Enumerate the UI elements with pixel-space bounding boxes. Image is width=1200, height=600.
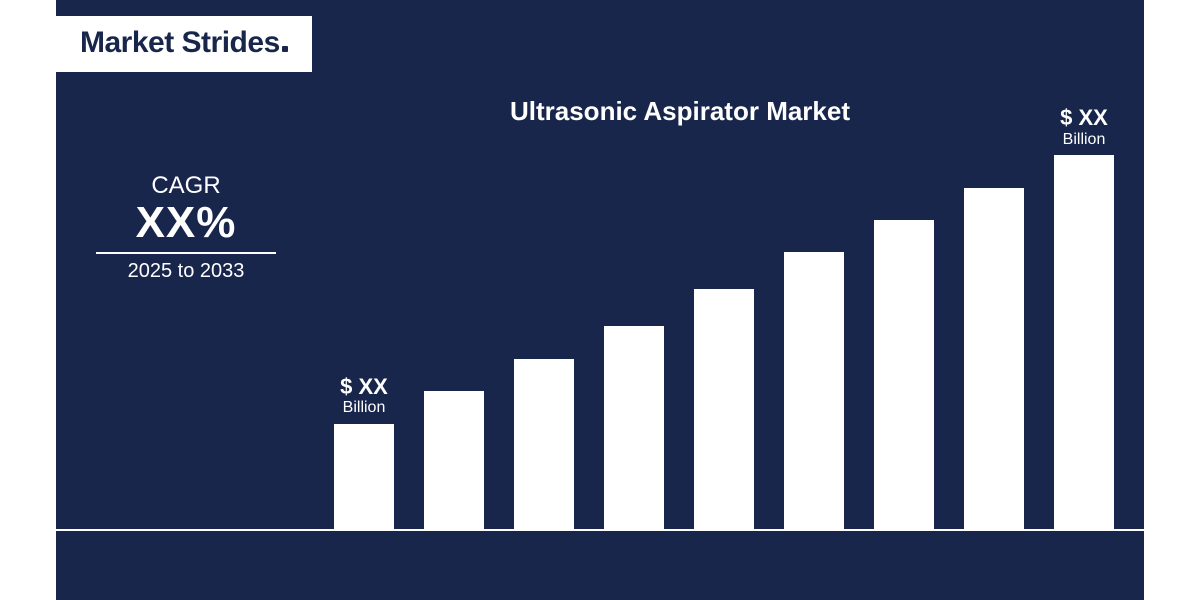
- bar: [514, 359, 574, 530]
- cagr-label: CAGR: [96, 172, 276, 200]
- x-axis-label: 2025: [319, 554, 409, 577]
- logo-dot-icon: [282, 46, 288, 52]
- bar: [1054, 155, 1114, 530]
- logo-text: Market Strides: [80, 26, 280, 59]
- x-axis-label: 2027: [499, 554, 589, 577]
- bar-chart: $ XXBillion$ XXBillion 20252026202720282…: [320, 132, 1144, 530]
- bar: [334, 424, 394, 530]
- logo-box: Market Strides: [56, 16, 312, 72]
- x-axis-label: 2026: [409, 554, 499, 577]
- cagr-block: CAGR XX% 2025 to 2033: [96, 172, 276, 283]
- value-callout-unit: Billion: [314, 399, 414, 417]
- cagr-value: XX%: [96, 200, 276, 246]
- x-axis-label: 2030: [769, 554, 859, 577]
- divider: [96, 252, 276, 254]
- x-axis-label: 2031: [859, 554, 949, 577]
- value-callout: $ XXBillion: [314, 374, 414, 418]
- cagr-range: 2025 to 2033: [96, 260, 276, 283]
- x-axis-label: 2029: [679, 554, 769, 577]
- bar: [604, 326, 664, 530]
- bar: [964, 188, 1024, 530]
- value-callout-unit: Billion: [1034, 131, 1134, 149]
- value-callout: $ XXBillion: [1034, 105, 1134, 149]
- canvas: Market Strides Ultrasonic Aspirator Mark…: [0, 0, 1200, 600]
- bar: [874, 220, 934, 530]
- x-axis-baseline: [0, 529, 1144, 531]
- value-callout-amount: $ XX: [1034, 105, 1134, 130]
- bars-group: $ XXBillion$ XXBillion: [320, 132, 1144, 530]
- plot-area: $ XXBillion$ XXBillion: [320, 132, 1144, 530]
- x-axis-label: 2032: [949, 554, 1039, 577]
- bar: [784, 252, 844, 530]
- bar: [694, 289, 754, 530]
- chart-title: Ultrasonic Aspirator Market: [320, 96, 1040, 127]
- x-axis-label: 2028: [589, 554, 679, 577]
- x-axis-label: 2033: [1039, 554, 1129, 577]
- value-callout-amount: $ XX: [314, 374, 414, 399]
- bar: [424, 391, 484, 530]
